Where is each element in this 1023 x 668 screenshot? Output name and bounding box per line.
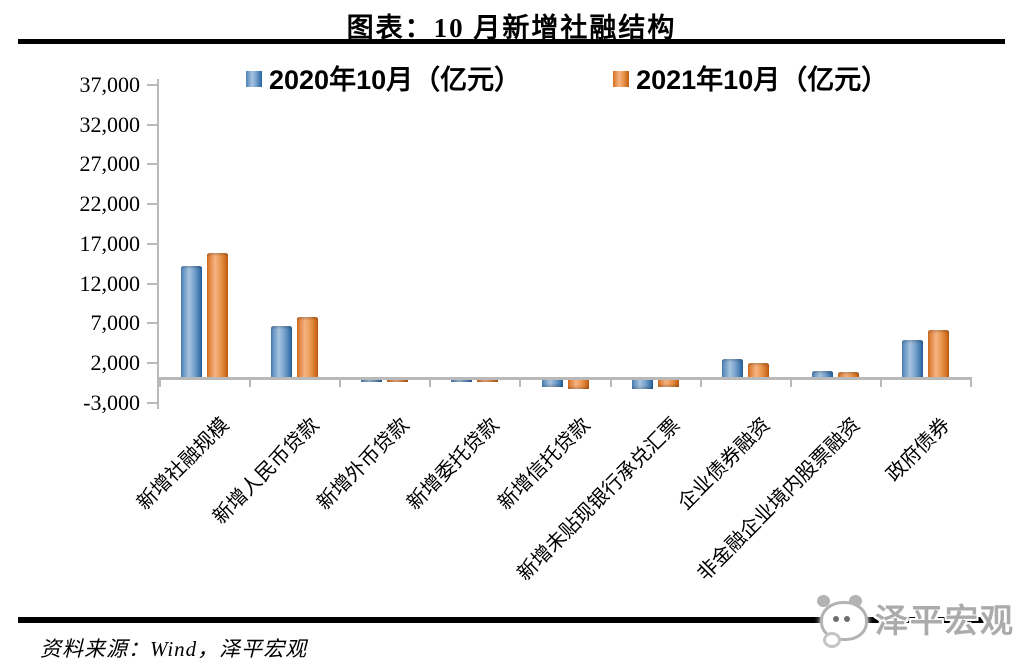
bar-series1-cat6	[747, 362, 769, 379]
x-tick	[429, 378, 432, 387]
legend-item: 2021年10月（亿元）	[613, 58, 888, 97]
x-axis-label: 政府债券	[882, 414, 955, 487]
x-tick	[789, 378, 792, 387]
y-axis-label: 32,000	[79, 111, 141, 137]
panda-ear-icon	[817, 595, 830, 607]
y-axis-label: -3,000	[83, 389, 140, 415]
x-axis-label: 企业债券融资	[673, 414, 775, 515]
y-tick	[147, 163, 158, 166]
x-tick	[519, 378, 522, 387]
bar-series1-cat4	[567, 380, 589, 389]
x-tick	[249, 378, 252, 387]
bar-series1-cat2	[387, 380, 409, 383]
bar-series0-cat8	[901, 339, 923, 379]
bar-series0-cat2	[361, 380, 383, 383]
x-axis-label: 新增外币贷款	[313, 414, 414, 515]
y-axis-label: 7,000	[90, 310, 141, 336]
y-tick	[147, 322, 158, 325]
bar-series0-cat3	[451, 380, 473, 383]
y-tick	[147, 84, 158, 86]
y-axis-label: 22,000	[79, 191, 141, 217]
y-tick	[147, 401, 158, 404]
x-axis-label: 新增委托贷款	[403, 414, 504, 515]
panda-paw-icon	[823, 632, 841, 648]
y-axis-label: 17,000	[79, 230, 141, 256]
y-tick	[147, 203, 158, 206]
brand-watermark: 泽平宏观	[813, 592, 1015, 648]
bar-chart: 2020年10月（亿元） 2021年10月（亿元） 37,000 32,000 27,…	[79, 58, 972, 586]
x-axis-label: 新增未贴现银行承兑汇票	[513, 414, 685, 586]
bar-series0-cat7	[811, 371, 833, 379]
legend-label: 2021年10月（亿元）	[636, 65, 889, 95]
source-note: 资料来源：Wind，泽平宏观	[40, 637, 308, 661]
top-rule	[18, 39, 1005, 44]
x-axis-label: 新增社融规模	[133, 414, 234, 515]
y-tick	[147, 123, 158, 126]
y-tick	[147, 242, 158, 245]
x-tick	[159, 378, 161, 387]
x-tick	[699, 378, 702, 387]
x-tick	[339, 378, 342, 387]
x-tick	[879, 378, 882, 387]
bar-series1-cat1	[297, 317, 319, 379]
panda-eye-icon	[833, 616, 839, 622]
panda-eye-icon	[844, 616, 850, 622]
legend-marker-icon	[613, 70, 630, 87]
bottom-rule	[18, 617, 1005, 623]
chart-legend: 2020年10月（亿元） 2021年10月（亿元）	[246, 58, 888, 97]
bar-series0-cat5	[631, 380, 653, 390]
x-axis-line	[159, 377, 972, 381]
bar-series1-cat7	[837, 372, 859, 379]
bar-series0-cat0	[181, 266, 203, 379]
y-axis-label: 12,000	[79, 270, 141, 296]
y-axis-label: 2,000	[90, 349, 141, 375]
panda-logo-icon	[813, 592, 871, 648]
y-tick	[147, 282, 158, 285]
brand-watermark-text: 泽平宏观	[875, 602, 1015, 639]
x-axis-label: 非金融企业境内股票融资	[693, 414, 865, 586]
legend-marker-icon	[246, 70, 262, 87]
y-axis-label: 37,000	[79, 72, 141, 97]
legend-item: 2020年10月（亿元）	[246, 58, 521, 97]
y-axis-label: 27,000	[79, 151, 141, 177]
bar-series0-cat6	[721, 358, 743, 379]
bar-series1-cat8	[927, 329, 949, 379]
bar-series0-cat1	[271, 325, 293, 379]
bar-series1-cat3	[477, 380, 499, 383]
bar-series1-cat0	[207, 252, 229, 379]
x-axis-label: 新增信托贷款	[493, 414, 595, 515]
bar-series1-cat5	[657, 380, 679, 388]
x-tick	[609, 378, 612, 387]
y-axis-line	[157, 79, 159, 409]
y-tick	[147, 361, 158, 364]
bar-series0-cat4	[541, 380, 563, 388]
x-tick	[970, 378, 972, 387]
chart-title: 图表：10 月新增社融结构	[346, 13, 677, 43]
legend-label: 2020年10月（亿元）	[269, 65, 522, 95]
